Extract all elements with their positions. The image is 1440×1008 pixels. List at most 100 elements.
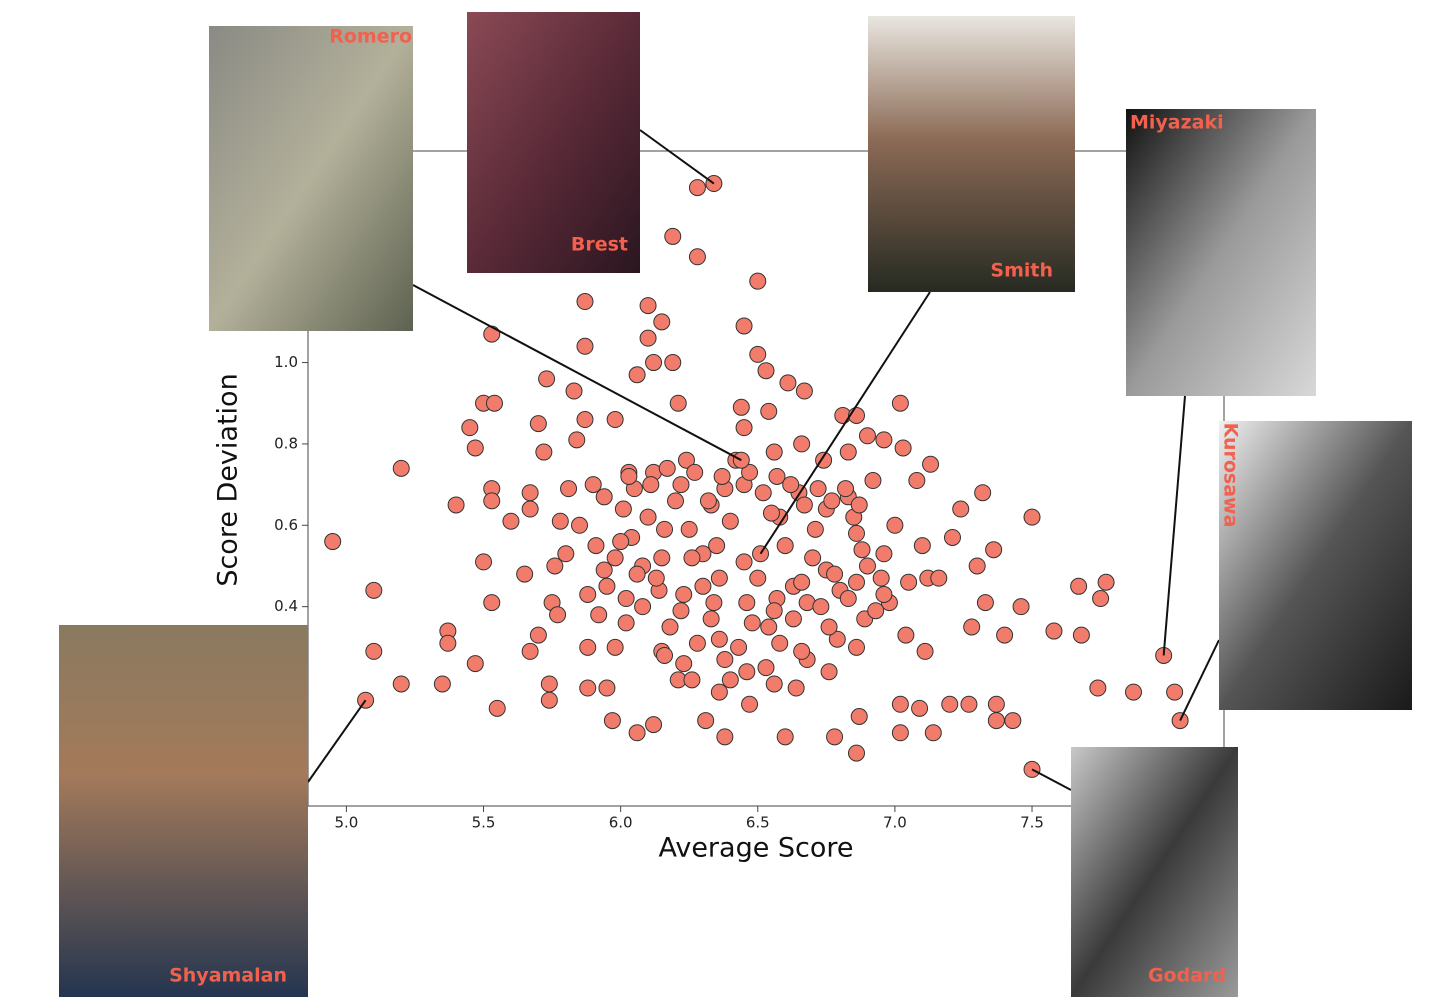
point	[732, 398, 750, 416]
director-name: Miyazaki	[1130, 112, 1224, 134]
point	[639, 297, 657, 315]
x-tick-label: 7.0	[883, 814, 907, 832]
point	[1097, 573, 1115, 591]
point	[708, 537, 726, 555]
point	[749, 569, 767, 587]
point	[765, 443, 783, 461]
point	[762, 504, 780, 522]
point	[875, 585, 893, 603]
point	[603, 712, 621, 730]
point	[672, 476, 690, 494]
point	[529, 415, 547, 433]
point	[741, 463, 759, 481]
y-axis-label: Score Deviation	[213, 373, 244, 586]
point	[669, 394, 687, 412]
x-tick-label: 7.5	[1020, 814, 1044, 832]
point	[768, 467, 786, 485]
point	[579, 638, 597, 656]
connector	[1162, 395, 1186, 656]
point	[749, 272, 767, 290]
point	[576, 411, 594, 429]
x-axis-label: Average Score	[658, 833, 853, 864]
plot-frame	[307, 150, 1225, 807]
point	[656, 520, 674, 538]
point	[688, 634, 706, 652]
point	[538, 370, 556, 388]
point	[617, 614, 635, 632]
point	[645, 716, 663, 734]
point	[779, 374, 797, 392]
point	[776, 537, 794, 555]
point	[765, 602, 783, 620]
connector	[759, 291, 931, 555]
point	[716, 651, 734, 669]
point	[675, 585, 693, 603]
point	[642, 476, 660, 494]
point	[1166, 683, 1184, 701]
point	[735, 553, 753, 571]
y-tick-label: 0.6	[274, 516, 298, 534]
point	[576, 337, 594, 355]
point	[568, 431, 586, 449]
point	[848, 744, 866, 762]
point	[628, 366, 646, 384]
point	[930, 569, 948, 587]
point	[886, 516, 904, 534]
point	[656, 646, 674, 664]
point	[1124, 683, 1142, 701]
point	[826, 565, 844, 583]
point	[911, 699, 929, 717]
photo-brest	[467, 12, 640, 273]
point	[913, 537, 931, 555]
point	[606, 549, 624, 567]
point	[1004, 712, 1022, 730]
point	[617, 590, 635, 608]
point	[461, 419, 479, 437]
point	[324, 533, 342, 551]
point	[809, 480, 827, 498]
point	[664, 354, 682, 372]
point	[590, 606, 608, 624]
point	[804, 549, 822, 567]
point	[721, 512, 739, 530]
point	[757, 659, 775, 677]
point	[620, 467, 638, 485]
point	[680, 520, 698, 538]
point	[738, 663, 756, 681]
point	[675, 655, 693, 673]
point	[710, 630, 728, 648]
point	[735, 317, 753, 335]
connector	[639, 129, 715, 185]
point	[793, 573, 811, 591]
point	[858, 427, 876, 445]
point	[683, 549, 701, 567]
point	[987, 695, 1005, 713]
point	[864, 472, 882, 490]
point	[943, 528, 961, 546]
point	[483, 594, 501, 612]
point	[694, 577, 712, 595]
point	[483, 492, 501, 510]
point	[392, 459, 410, 477]
point	[891, 724, 909, 742]
point	[760, 618, 778, 636]
x-tick-label: 6.5	[746, 814, 770, 832]
point	[894, 439, 912, 457]
point	[645, 354, 663, 372]
point	[551, 512, 569, 530]
point	[579, 585, 597, 603]
point	[806, 520, 824, 538]
point	[540, 691, 558, 709]
point	[987, 712, 1005, 730]
point	[439, 634, 457, 652]
point	[765, 675, 783, 693]
point	[664, 227, 682, 245]
point	[612, 533, 630, 551]
point	[699, 492, 717, 510]
point	[741, 695, 759, 713]
point	[985, 541, 1003, 559]
point	[960, 695, 978, 713]
point	[795, 382, 813, 400]
point	[560, 480, 578, 498]
point	[598, 577, 616, 595]
